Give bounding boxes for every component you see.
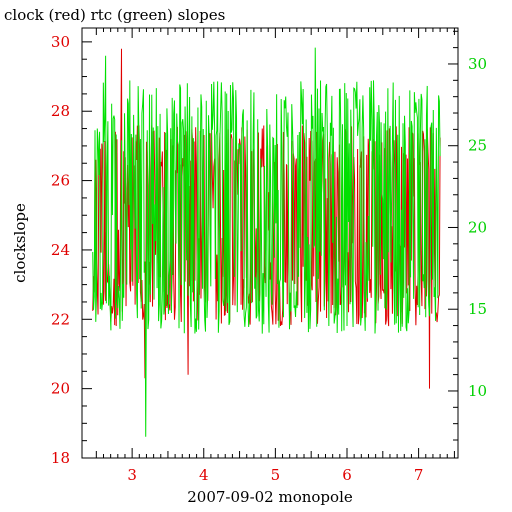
y2-tick-label: 15 <box>468 300 487 318</box>
y-tick-label: 22 <box>51 310 70 328</box>
series-rtc-line <box>92 47 441 437</box>
x-tick-label: 4 <box>199 466 209 484</box>
x-tick-label: 6 <box>342 466 352 484</box>
y-tick-label: 30 <box>51 33 70 51</box>
plot-frame <box>81 27 459 459</box>
y2-tick-label: 10 <box>468 382 487 400</box>
x-tick-label: 3 <box>127 466 137 484</box>
y-tick-label: 28 <box>51 102 70 120</box>
x-axis-label: 2007-09-02 monopole <box>187 488 353 506</box>
y2-tick-label: 20 <box>468 218 487 236</box>
x-tick-label: 7 <box>414 466 424 484</box>
y-tick-label: 18 <box>51 449 70 467</box>
y-tick-label: 24 <box>51 241 70 259</box>
y2-tick-label: 25 <box>468 137 487 155</box>
series-layer <box>92 47 441 437</box>
x-tick-label: 5 <box>271 466 281 484</box>
y2-tick-label: 30 <box>468 55 487 73</box>
y-tick-label: 26 <box>51 172 70 190</box>
tick-layer: 18 20 22 24 26 28 30 10 15 20 25 30 3 4 5 6 7 <box>51 28 487 484</box>
chart-title: clock (red) rtc (green) slopes <box>4 6 225 24</box>
y-tick-label: 20 <box>51 380 70 398</box>
y-axis-label: clockslope <box>11 203 29 283</box>
